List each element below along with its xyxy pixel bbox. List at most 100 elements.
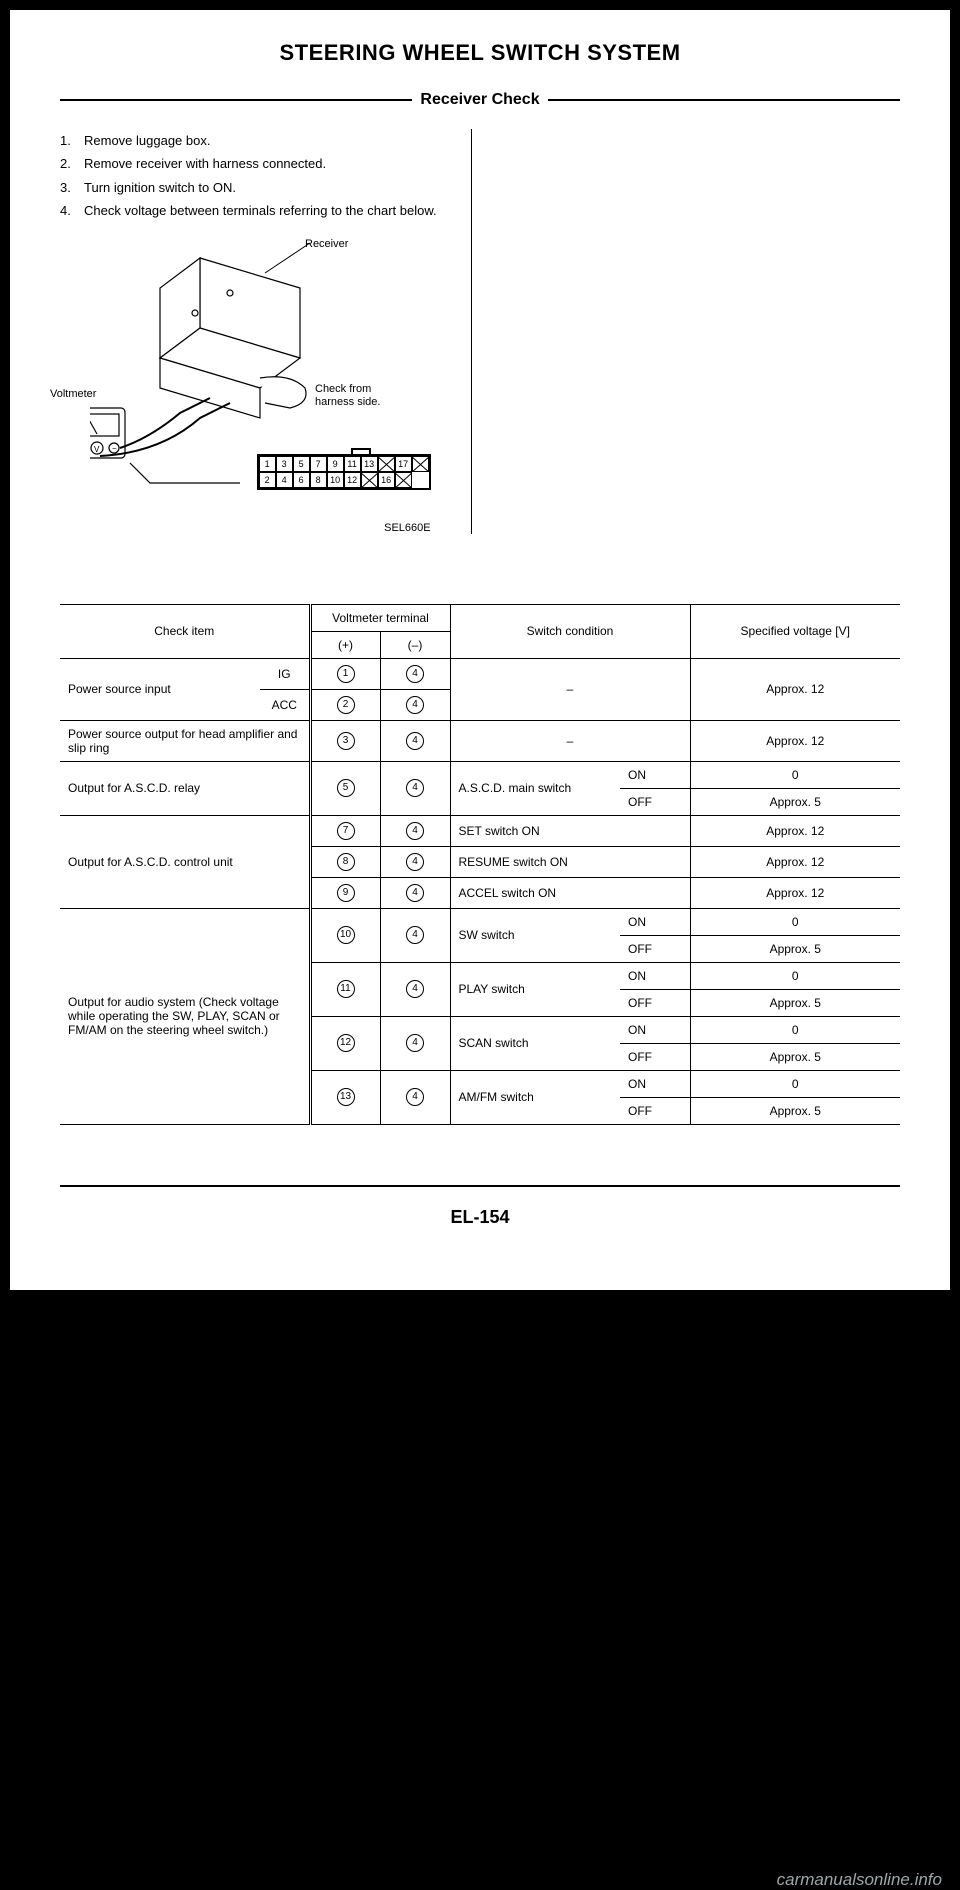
term-minus: 4 <box>380 962 450 1016</box>
term-plus: 5 <box>310 761 380 815</box>
term-plus: 13 <box>310 1070 380 1124</box>
term-minus: 4 <box>380 815 450 846</box>
svg-text:V: V <box>94 445 100 454</box>
state: ON <box>620 1016 690 1043</box>
step-text: Check voltage between terminals referrin… <box>84 199 437 222</box>
row-label: Output for A.S.C.D. control unit <box>60 815 310 908</box>
cond: AM/FM switch <box>450 1070 620 1124</box>
step-num: 2. <box>60 152 84 175</box>
state: ON <box>620 761 690 788</box>
volt: Approx. 12 <box>690 846 900 877</box>
step-text: Remove luggage box. <box>84 129 210 152</box>
step-num: 4. <box>60 199 84 222</box>
volt: 0 <box>690 761 900 788</box>
term-minus: 4 <box>380 877 450 908</box>
rule-left <box>60 99 412 101</box>
step-num: 3. <box>60 176 84 199</box>
term-plus: 10 <box>310 908 380 962</box>
state: OFF <box>620 935 690 962</box>
rule-right <box>548 99 900 101</box>
pin: 16 <box>378 472 395 488</box>
diagram-code: SEL660E <box>60 522 451 534</box>
pin: 11 <box>344 456 361 472</box>
volt: 0 <box>690 1070 900 1097</box>
term-minus: 4 <box>380 908 450 962</box>
cond: PLAY switch <box>450 962 620 1016</box>
row-label: Power source input <box>60 658 260 720</box>
term-plus: 1 <box>310 658 380 689</box>
state: ON <box>620 962 690 989</box>
volt: Approx. 5 <box>690 1097 900 1124</box>
cond: SET switch ON <box>450 815 690 846</box>
th-spec-volt: Specified voltage [V] <box>690 604 900 658</box>
th-check-item: Check item <box>60 604 310 658</box>
term-minus: 4 <box>380 689 450 720</box>
volt: 0 <box>690 908 900 935</box>
term-plus: 2 <box>310 689 380 720</box>
pin: 10 <box>327 472 344 488</box>
term-plus: 9 <box>310 877 380 908</box>
pin: 7 <box>310 456 327 472</box>
term-plus: 11 <box>310 962 380 1016</box>
state: OFF <box>620 1043 690 1070</box>
pin: 4 <box>276 472 293 488</box>
term-plus: 8 <box>310 846 380 877</box>
left-column: 1.Remove luggage box. 2.Remove receiver … <box>60 129 472 534</box>
th-plus: (+) <box>310 631 380 658</box>
pin: 8 <box>310 472 327 488</box>
steps-list: 1.Remove luggage box. 2.Remove receiver … <box>60 129 451 223</box>
pin: 1 <box>259 456 276 472</box>
cond: SCAN switch <box>450 1016 620 1070</box>
volt: Approx. 5 <box>690 788 900 815</box>
svg-text:−: − <box>112 444 117 453</box>
receiver-label: Receiver <box>305 238 348 250</box>
row-sub: ACC <box>260 689 310 720</box>
term-plus: 3 <box>310 720 380 761</box>
volt: Approx. 5 <box>690 935 900 962</box>
connector-grid: 1 3 5 7 9 11 13 17 2 4 6 8 10 12 <box>257 454 431 490</box>
volt: 0 <box>690 1016 900 1043</box>
pin-empty <box>412 472 429 488</box>
step-num: 1. <box>60 129 84 152</box>
volt: Approx. 12 <box>690 877 900 908</box>
page: STEERING WHEEL SWITCH SYSTEM Receiver Ch… <box>10 10 950 1290</box>
volt: Approx. 12 <box>690 658 900 720</box>
step-text: Remove receiver with harness connected. <box>84 152 326 175</box>
diagram: V + − <box>60 238 451 518</box>
cond: RESUME switch ON <box>450 846 690 877</box>
pin-blank <box>361 472 378 488</box>
volt: Approx. 5 <box>690 1043 900 1070</box>
th-volt-term: Voltmeter terminal <box>310 604 450 631</box>
page-number: EL-154 <box>60 1185 900 1228</box>
row-label: Output for A.S.C.D. relay <box>60 761 310 815</box>
pin: 12 <box>344 472 361 488</box>
watermark: carmanualsonline.info <box>777 1870 942 1890</box>
pin: 13 <box>361 456 378 472</box>
cond: – <box>450 658 690 720</box>
th-minus: (–) <box>380 631 450 658</box>
volt: 0 <box>690 962 900 989</box>
pin: 9 <box>327 456 344 472</box>
volt: Approx. 5 <box>690 989 900 1016</box>
volt: Approx. 12 <box>690 815 900 846</box>
cond: SW switch <box>450 908 620 962</box>
pin: 17 <box>395 456 412 472</box>
pin: 3 <box>276 456 293 472</box>
term-minus: 4 <box>380 658 450 689</box>
term-plus: 12 <box>310 1016 380 1070</box>
pin-blank <box>395 472 412 488</box>
term-plus: 7 <box>310 815 380 846</box>
voltage-table: Check item Voltmeter terminal Switch con… <box>60 604 900 1125</box>
volt: Approx. 12 <box>690 720 900 761</box>
term-minus: 4 <box>380 846 450 877</box>
harness-label: Check from harness side. <box>315 383 395 409</box>
row-sub: IG <box>260 658 310 689</box>
state: ON <box>620 908 690 935</box>
state: OFF <box>620 1097 690 1124</box>
pin-blank <box>378 456 395 472</box>
step-text: Turn ignition switch to ON. <box>84 176 236 199</box>
section-header: Receiver Check <box>60 91 900 109</box>
term-minus: 4 <box>380 1070 450 1124</box>
cond: – <box>450 720 690 761</box>
right-column <box>492 129 900 534</box>
